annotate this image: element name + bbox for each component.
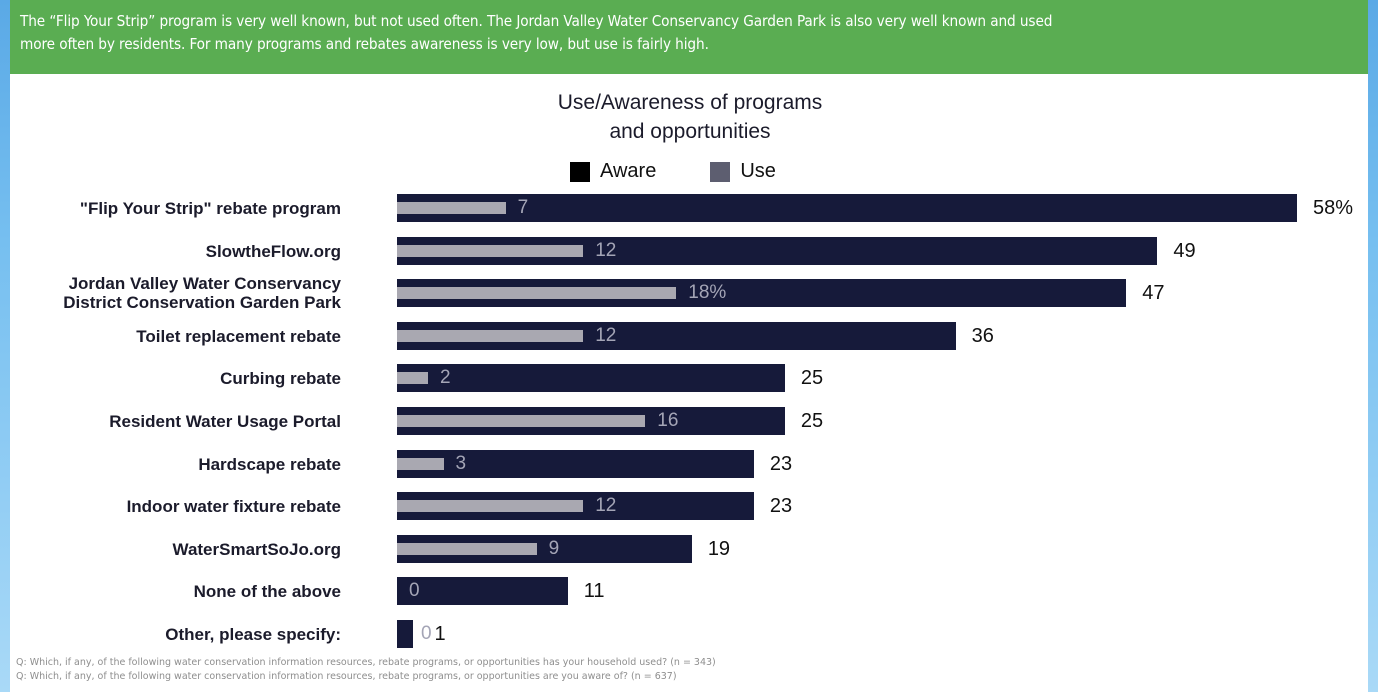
category-label: Hardscape rebate <box>198 454 341 474</box>
use-bar <box>397 543 537 555</box>
footnote-used: Q: Which, if any, of the following water… <box>16 657 716 668</box>
category-label: Toilet replacement rebate <box>136 326 341 346</box>
legend-item-use: Use <box>710 160 776 183</box>
legend-swatch-aware <box>570 161 590 182</box>
right-gradient-border <box>1368 0 1378 692</box>
category-label: SlowtheFlow.org <box>205 241 341 261</box>
use-bar <box>397 330 584 342</box>
banner-line-1: The “Flip Your Strip” program is very we… <box>20 12 1053 30</box>
category-label: None of the above <box>193 581 341 601</box>
aware-value-label: 47 <box>1142 282 1165 304</box>
chart-title-line-1: Use/Awareness of programs <box>557 91 823 114</box>
summary-banner: The “Flip Your Strip” program is very we… <box>10 0 1368 74</box>
aware-value-label: 49 <box>1173 240 1196 262</box>
use-value-label: 16 <box>657 410 679 431</box>
category-label: Indoor water fixture rebate <box>126 496 341 516</box>
use-value-label: 12 <box>595 240 617 261</box>
use-value-label: 2 <box>440 367 451 388</box>
use-bar <box>397 500 584 512</box>
aware-bar <box>397 450 754 478</box>
category-label: Curbing rebate <box>220 368 341 388</box>
aware-value-label: 19 <box>707 538 731 560</box>
category-label: Other, please specify: <box>165 624 341 644</box>
aware-value-label: 25 <box>800 410 824 432</box>
chart-title-line-2: and opportunities <box>609 120 771 143</box>
use-bar <box>397 245 584 257</box>
category-label: WaterSmartSoJo.org <box>172 539 341 559</box>
legend-label-aware: Aware <box>600 160 657 182</box>
legend-item-aware: Aware <box>570 160 656 183</box>
use-value-label: 12 <box>595 325 617 346</box>
use-bar <box>397 415 646 427</box>
aware-value-label: 1 <box>434 623 446 645</box>
use-bar <box>397 458 444 470</box>
category-label: "Flip Your Strip" rebate program <box>79 198 341 218</box>
left-gradient-border <box>0 0 10 692</box>
use-value-label: 0 <box>409 580 420 601</box>
category-label: Resident Water Usage Portal <box>109 411 341 431</box>
category-label: Jordan Valley Water Conservancy District … <box>63 274 341 312</box>
aware-value-label: 11 <box>583 580 605 602</box>
aware-bar <box>397 194 1297 222</box>
aware-bar <box>397 620 413 648</box>
legend-label-use: Use <box>740 160 776 182</box>
chart-title: Use/Awareness of programs and opportunit… <box>470 88 910 146</box>
use-value-label: 3 <box>455 453 467 474</box>
aware-value-label: 23 <box>769 495 793 517</box>
aware-value-label: 23 <box>769 453 793 475</box>
chart-legend: Aware Use <box>570 160 830 183</box>
use-bar <box>397 372 429 384</box>
use-value-label: 12 <box>595 495 617 516</box>
aware-bar <box>397 364 785 392</box>
use-bar <box>397 287 677 299</box>
footnote-aware: Q: Which, if any, of the following water… <box>16 671 677 682</box>
use-value-label: 9 <box>548 538 560 559</box>
aware-value-label: 25 <box>800 367 824 389</box>
banner-line-2: more often by residents. For many progra… <box>20 35 709 53</box>
aware-bar <box>397 577 568 605</box>
use-value-label: 0 <box>421 623 432 644</box>
legend-swatch-use <box>710 161 731 182</box>
use-value-label: 18% <box>688 282 727 303</box>
aware-value-label: 58% <box>1313 197 1354 219</box>
use-bar <box>397 202 506 214</box>
aware-value-label: 36 <box>971 325 994 347</box>
use-value-label: 7 <box>517 197 529 218</box>
